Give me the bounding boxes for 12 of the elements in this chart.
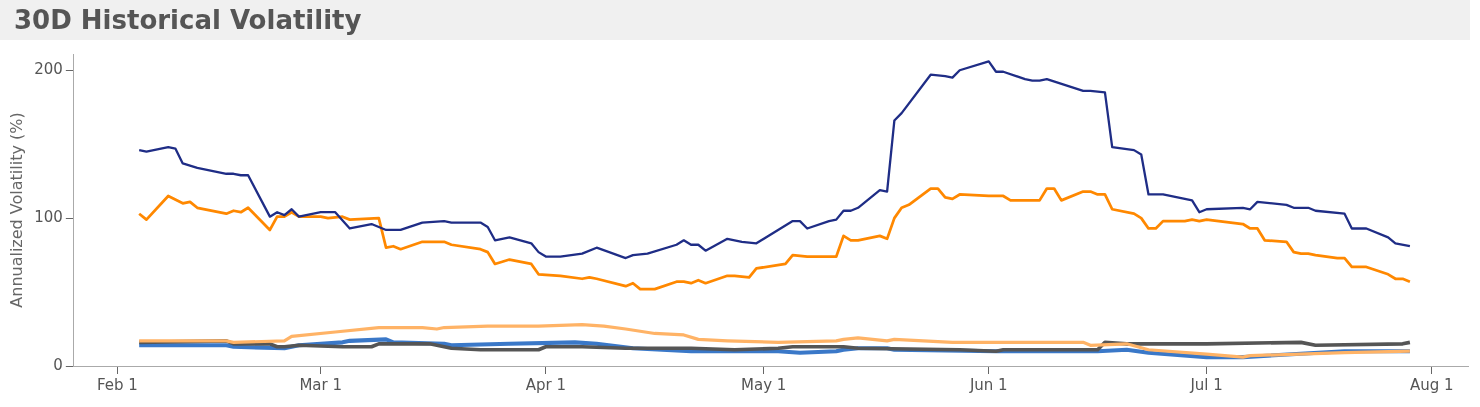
x-tick-label: Jul 1 (1189, 375, 1223, 394)
x-tick-label: Apr 1 (525, 375, 566, 394)
x-tick-label: Aug 1 (1409, 375, 1454, 394)
y-tick-label: 0 (53, 355, 63, 374)
x-tick-label: Jun 1 (968, 375, 1008, 394)
x-tick-label: Feb 1 (96, 375, 138, 394)
x-tick-label: Mar 1 (299, 375, 343, 394)
x-tick-label: May 1 (740, 375, 787, 394)
y-tick-label: 200 (34, 60, 63, 79)
y-axis-title: Annualized Volatility (%) (6, 112, 26, 308)
chart-title: 30D Historical Volatility (13, 5, 362, 35)
y-tick-label: 100 (34, 208, 63, 227)
